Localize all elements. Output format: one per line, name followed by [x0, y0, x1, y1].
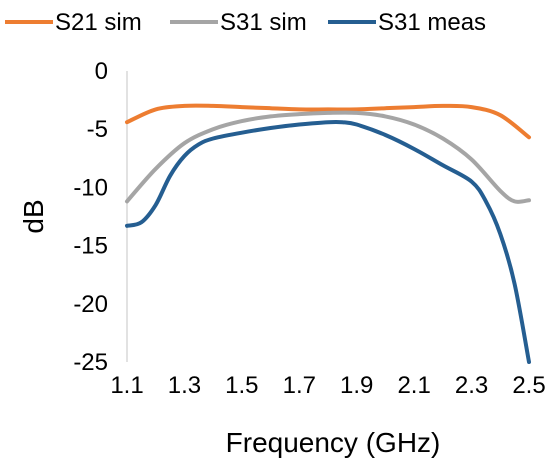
- x-tick-label: 1.1: [110, 372, 143, 399]
- y-tick-label: -5: [87, 116, 108, 143]
- legend: S21 sim S31 sim S31 meas: [5, 9, 486, 36]
- x-tick-label: 1.7: [283, 372, 316, 399]
- y-tick-label: -25: [73, 349, 108, 376]
- series-line-s31-meas: [125, 119, 531, 364]
- x-tick-label: 2.1: [397, 372, 430, 399]
- legend-label-s31-meas: S31 meas: [378, 9, 486, 36]
- series-layer: [125, 103, 531, 364]
- y-tick-label: -10: [73, 174, 108, 201]
- series-line-s31-sim: [125, 110, 531, 204]
- x-axis-title: Frequency (GHz): [226, 427, 441, 458]
- x-tick-label: 1.9: [340, 372, 373, 399]
- y-axis-tick-labels: 0 -5 -10 -15 -20 -25: [73, 58, 108, 376]
- x-axis-tick-labels: 1.1 1.3 1.5 1.7 1.9 2.1 2.3 2.5: [110, 372, 545, 399]
- x-tick-label: 1.5: [225, 372, 258, 399]
- y-tick-label: -15: [73, 233, 108, 260]
- y-axis-title: dB: [18, 199, 49, 233]
- y-tick-label: -20: [73, 291, 108, 318]
- x-tick-label: 2.3: [455, 372, 488, 399]
- y-tick-label: 0: [95, 58, 108, 85]
- x-tick-label: 2.5: [512, 372, 545, 399]
- legend-label-s31-sim: S31 sim: [220, 9, 307, 36]
- x-tick-label: 1.3: [168, 372, 201, 399]
- series-line-s21-sim: [125, 103, 531, 140]
- legend-label-s21-sim: S21 sim: [55, 9, 142, 36]
